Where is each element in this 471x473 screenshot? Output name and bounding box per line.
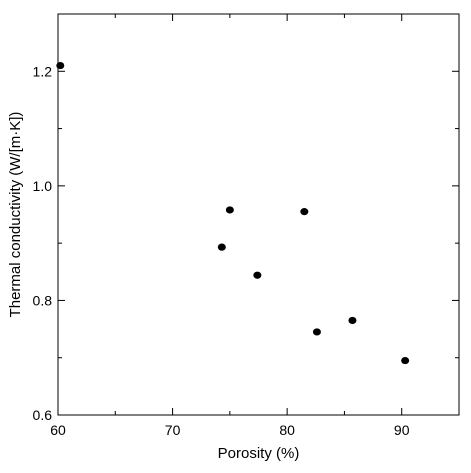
y-axis-title: Thermal conductivity (W/[m·K])	[7, 112, 24, 318]
axis-tick-labels: 60 70 80 90 0.6 0.8 1.0 1.2	[33, 63, 410, 438]
x-tick-label: 90	[394, 422, 410, 438]
data-point	[225, 206, 234, 214]
y-tick-label: 0.6	[33, 407, 53, 423]
x-axis-title: Porosity (%)	[218, 445, 300, 462]
data-point	[300, 208, 309, 216]
y-tick-label: 0.8	[33, 292, 53, 308]
y-tick-label: 1.2	[33, 63, 53, 79]
x-tick-label: 80	[279, 422, 295, 438]
plot-frame	[57, 13, 460, 416]
data-point	[217, 243, 226, 251]
data-point	[348, 316, 357, 325]
data-point	[56, 61, 65, 70]
y-tick-label: 1.0	[33, 178, 53, 194]
data-points	[56, 61, 410, 365]
x-tick-label: 70	[165, 422, 181, 438]
data-point	[312, 328, 321, 336]
data-point	[253, 271, 262, 279]
data-point	[401, 356, 410, 365]
axis-ticks	[57, 14, 459, 416]
x-tick-label: 60	[50, 422, 66, 438]
